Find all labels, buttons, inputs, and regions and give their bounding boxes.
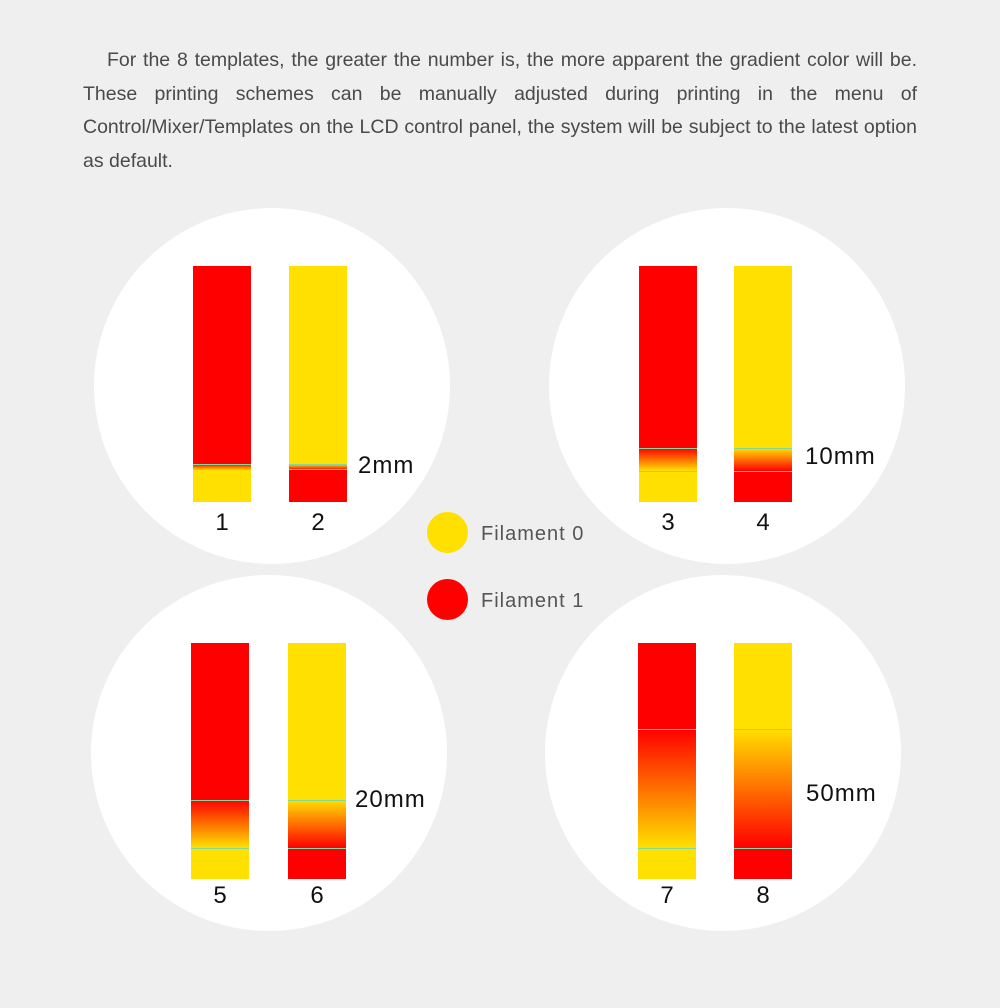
filament-0-swatch bbox=[427, 512, 468, 553]
template-group-20mm bbox=[91, 575, 447, 931]
template-group-10mm bbox=[549, 208, 905, 564]
template-bar-7 bbox=[638, 643, 696, 879]
template-number: 3 bbox=[661, 509, 675, 536]
template-bar-1 bbox=[193, 266, 251, 502]
layer-distance-label: 20mm bbox=[355, 786, 426, 813]
template-number: 5 bbox=[213, 882, 227, 909]
template-number: 8 bbox=[756, 882, 770, 909]
template-group-50mm bbox=[545, 575, 901, 931]
template-bar-5 bbox=[191, 643, 249, 879]
template-number: 4 bbox=[756, 509, 770, 536]
template-group-2mm bbox=[94, 208, 450, 564]
template-number: 2 bbox=[311, 509, 325, 536]
intro-paragraph: For the 8 templates, the greater the num… bbox=[83, 49, 917, 172]
template-bar-2 bbox=[289, 266, 347, 502]
filament-0-label: Filament 0 bbox=[481, 523, 585, 545]
template-number: 6 bbox=[310, 882, 324, 909]
filament-1-swatch bbox=[427, 579, 468, 620]
template-bar-4 bbox=[734, 266, 792, 502]
layer-distance-label: 50mm bbox=[806, 780, 877, 807]
template-bar-8 bbox=[734, 643, 792, 879]
template-bar-3 bbox=[639, 266, 697, 502]
template-number: 7 bbox=[660, 882, 674, 909]
layer-distance-label: 2mm bbox=[358, 452, 415, 479]
template-number: 1 bbox=[215, 509, 229, 536]
filament-1-label: Filament 1 bbox=[481, 590, 585, 612]
layer-distance-label: 10mm bbox=[805, 443, 876, 470]
template-bar-6 bbox=[288, 643, 346, 879]
